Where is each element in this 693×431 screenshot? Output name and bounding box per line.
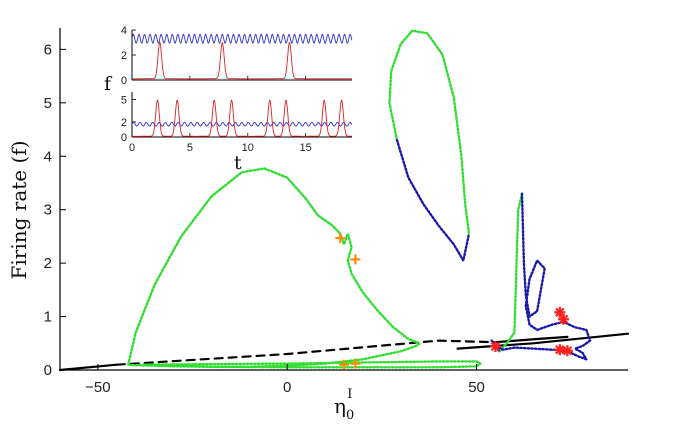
limit-cycle-green [498, 192, 524, 353]
stable-branch [58, 363, 118, 372]
stable-branch [456, 332, 630, 350]
axes-frame [59, 28, 628, 371]
curves-layer [58, 29, 630, 372]
bifurcation-point-star [554, 306, 566, 318]
inset-y-tick-label: 2 [121, 117, 127, 129]
y-tick-label: 3 [44, 202, 52, 219]
inset-x-tick-label: 10 [242, 142, 254, 154]
inset-top-panel: 0 2 4 [121, 25, 353, 87]
bifurcation-point-star [561, 345, 573, 357]
x-axis-title: η0 I [334, 387, 354, 423]
inset-red-trace [132, 41, 352, 80]
x-axis-title-base: η [334, 394, 346, 418]
inset-timeseries: 0 2 4 0 2 5 0 5 10 15 f t [104, 25, 353, 174]
limit-cycle-blue [490, 192, 592, 361]
bifurcation-point-plus [335, 233, 346, 244]
inset-y-tick-label: 0 [121, 75, 127, 87]
bifurcation-point-plus [350, 358, 361, 369]
bifurcation-point-star [558, 313, 570, 325]
bifurcation-point-plus [339, 359, 349, 370]
inset-background [132, 92, 352, 137]
x-axis-title-sub: 0 [346, 408, 354, 423]
y-tick-label: 4 [44, 148, 52, 165]
inset-x-tick-label: 0 [129, 142, 135, 154]
inset-y-tick-label: 0 [121, 132, 127, 144]
inset-y-tick-label: 2 [121, 50, 127, 62]
x-tick-label: −50 [85, 379, 110, 396]
y-tick-label: 2 [44, 255, 52, 272]
x-tick-label: 0 [283, 379, 291, 396]
y-axis-title: Firing rate (f) [7, 141, 31, 280]
bifurcation-point-star [489, 340, 501, 352]
x-axis-title-sup: I [347, 387, 352, 402]
y-tick-label: 6 [44, 41, 52, 58]
y-tick-label: 5 [44, 95, 52, 112]
limit-cycle-green [388, 29, 471, 235]
inset-x-tick-label: 5 [187, 142, 193, 154]
inset-x-tick-label: 15 [300, 142, 312, 154]
unstable-branch [115, 339, 497, 366]
markers-layer [335, 233, 573, 370]
limit-cycle-green [126, 167, 421, 368]
inset-y-tick-label: 4 [121, 25, 127, 37]
inset-red-trace [132, 99, 352, 137]
limit-cycle-blue [395, 138, 471, 262]
y-tick-label: 0 [44, 362, 52, 379]
inset-y-tick-label: 5 [121, 95, 127, 107]
bifurcation-point-plus [350, 254, 361, 265]
inset-background [132, 30, 352, 80]
inset-x-axis-title: t [234, 152, 242, 174]
inset-blue-trace [131, 121, 353, 127]
x-tick-label: 50 [468, 379, 485, 396]
inset-y-axis-title: f [104, 73, 113, 95]
inset-blue-trace [131, 33, 353, 44]
y-tick-label: 1 [44, 309, 52, 326]
inset-bottom-panel: 0 2 5 0 5 10 15 [121, 92, 353, 154]
